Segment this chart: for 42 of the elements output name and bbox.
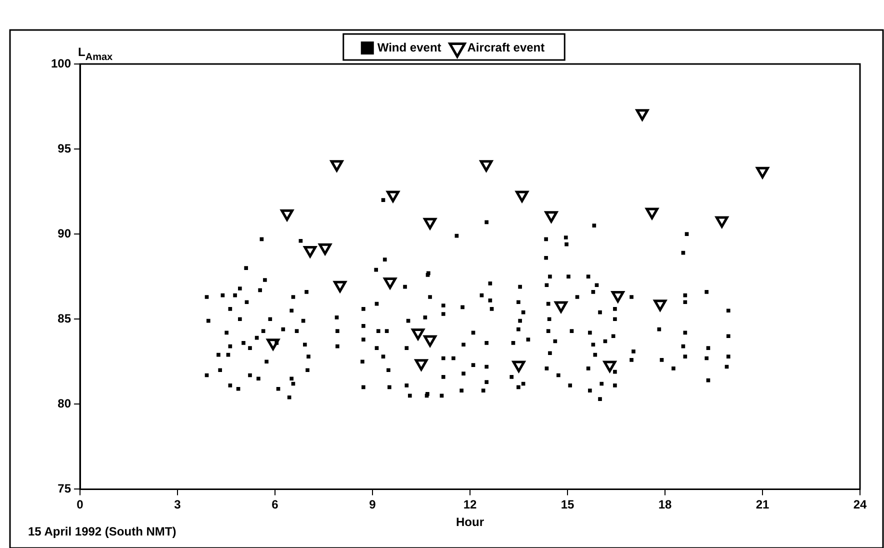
x-tick-label: 6 (272, 498, 279, 512)
point (384, 277, 397, 289)
y-tick-label: 90 (58, 226, 72, 240)
x-axis-title: Hour (456, 515, 484, 530)
point (544, 211, 558, 223)
point (414, 359, 428, 371)
point (516, 190, 528, 202)
x-tick-label: 21 (756, 498, 770, 512)
y-tick-label: 95 (58, 141, 72, 156)
legend-label: Aircraft event (467, 40, 545, 54)
point (554, 301, 568, 313)
point (412, 328, 424, 340)
x-tick-label: 9 (369, 498, 376, 512)
point (654, 300, 667, 312)
x-tick-label: 15 (560, 498, 574, 512)
point (280, 209, 294, 221)
point (424, 335, 436, 347)
point (603, 360, 616, 372)
point (424, 218, 436, 230)
point (636, 109, 649, 121)
x-tick-label: 3 (174, 498, 182, 512)
text: 15 April 1992 (South NMT) (28, 524, 176, 538)
point (480, 160, 493, 172)
point (646, 208, 658, 220)
point (334, 280, 346, 292)
x-tick-label: 12 (463, 498, 478, 512)
point (512, 360, 526, 372)
y-tick-label: 75 (58, 482, 72, 496)
x-tick-label: 18 (658, 498, 672, 512)
point (756, 166, 769, 178)
x-tick-label: 0 (76, 498, 84, 512)
point (318, 243, 332, 255)
point (386, 190, 400, 202)
point (304, 246, 317, 258)
point (715, 216, 728, 228)
point (330, 160, 344, 172)
y-tick-label: 100 (50, 56, 72, 70)
legend-label: Wind event (377, 40, 442, 54)
point (611, 291, 624, 303)
y-tick-label: 80 (58, 396, 72, 410)
y-tick-label: 85 (58, 311, 72, 326)
x-tick-label: 24 (853, 498, 867, 512)
